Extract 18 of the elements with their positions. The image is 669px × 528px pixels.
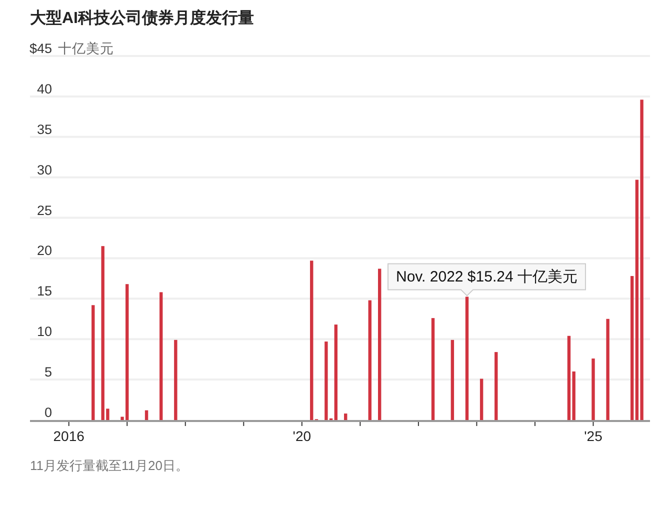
- annotation: Nov. 2022 $15.24 十亿美元: [396, 268, 578, 286]
- y-tick-label: 5: [44, 364, 52, 380]
- y-tick-label: 30: [36, 162, 52, 178]
- chart-title: 大型AI科技公司债券月度发行量: [30, 8, 254, 27]
- y-tick-label: 35: [36, 122, 52, 137]
- x-tick-label: '25: [584, 428, 603, 444]
- y-tick-label: 0: [44, 405, 52, 420]
- y-axis-title: 十亿美元: [58, 41, 114, 56]
- text: 11月发行量截至11月20日。: [30, 458, 188, 473]
- x-tick-label: '20: [292, 428, 312, 444]
- y-tick-label: 25: [36, 202, 52, 218]
- y-tick-label: 20: [36, 243, 52, 258]
- y-tick-label: 10: [36, 324, 52, 340]
- y-tick-label: $45: [29, 41, 52, 56]
- x-tick-label: 2016: [53, 428, 85, 444]
- y-tick-label: 40: [36, 81, 52, 96]
- y-tick-label: 15: [36, 284, 52, 299]
- callout: Nov. 2022 $15.24 十亿美元: [388, 263, 586, 296]
